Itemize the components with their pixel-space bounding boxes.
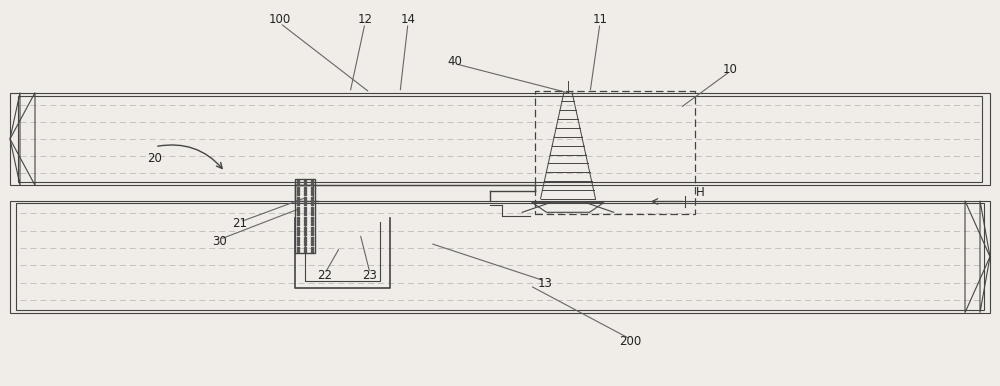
Text: H: H <box>696 186 704 200</box>
Bar <box>10 201 990 313</box>
Text: 30: 30 <box>213 235 227 248</box>
Text: 40: 40 <box>448 55 462 68</box>
Bar <box>10 93 990 185</box>
Text: 23: 23 <box>363 269 377 283</box>
Bar <box>535 91 695 214</box>
Text: 100: 100 <box>269 13 291 26</box>
Bar <box>16 203 984 310</box>
Text: 10: 10 <box>723 63 737 76</box>
Text: 22: 22 <box>318 269 332 283</box>
Text: 14: 14 <box>400 13 416 26</box>
Text: 13: 13 <box>538 277 552 290</box>
Bar <box>295 179 315 253</box>
Text: 20: 20 <box>148 152 162 165</box>
Text: 200: 200 <box>619 335 641 348</box>
Bar <box>18 96 982 182</box>
Text: 11: 11 <box>592 13 608 26</box>
Text: 21: 21 <box>232 217 248 230</box>
Text: 12: 12 <box>358 13 372 26</box>
